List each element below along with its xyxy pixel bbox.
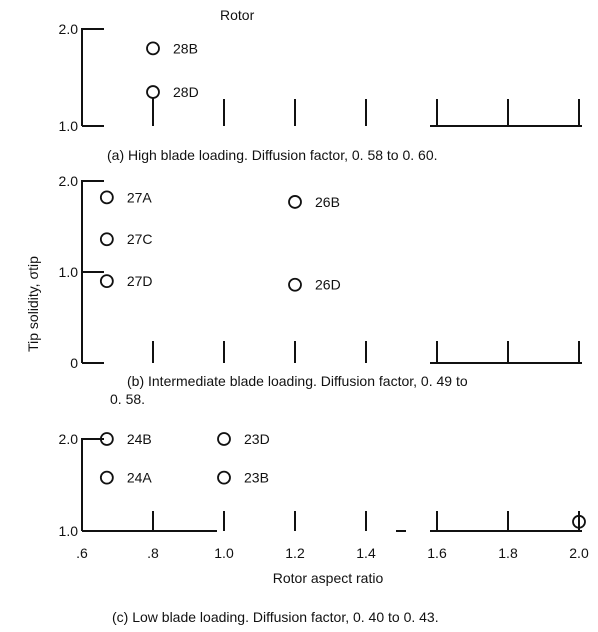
data-point-label: 27C <box>127 231 153 247</box>
x-tick-label: .8 <box>147 545 159 561</box>
x-tick-label: .6 <box>76 545 88 561</box>
data-point-label: 23B <box>244 470 269 486</box>
data-point-marker <box>288 277 302 292</box>
data-point-marker <box>99 274 114 289</box>
panel-0-y-axis <box>81 28 104 126</box>
data-point-marker <box>146 41 160 56</box>
data-point-label: 24A <box>127 470 153 486</box>
data-point-label: 24B <box>127 431 152 447</box>
data-point-label: 28D <box>173 84 199 100</box>
data-point-label: 26B <box>315 194 340 210</box>
data-point-marker <box>288 195 302 209</box>
panel-c: Rotor aspect ratio (c) Low blade loading… <box>112 570 439 625</box>
data-point-marker <box>99 190 114 205</box>
caption-c: (c) Low blade loading. Diffusion factor,… <box>112 609 439 625</box>
panel-a: Rotor (a) High blade loading. Diffusion … <box>107 7 438 163</box>
panel-2-y-axis <box>81 438 104 531</box>
x-tick-label: 1.6 <box>427 545 447 561</box>
data-point-label: 28B <box>173 40 198 56</box>
data-point-label: 27A <box>127 189 153 205</box>
data-point-label: 23D <box>244 431 270 447</box>
panel-1-y-tick-label: 1.0 <box>59 264 79 280</box>
panel-2-y-tick-label: 2.0 <box>59 431 79 447</box>
panel-1-y-tick-label: 2.0 <box>59 173 79 189</box>
data-point-marker <box>99 470 114 485</box>
caption-b-line2: 0. 58. <box>110 391 145 407</box>
x-axis-label: Rotor aspect ratio <box>273 570 384 586</box>
x-tick-label: 1.2 <box>285 545 305 561</box>
panel-2-y-tick-label: 1.0 <box>59 523 79 539</box>
data-point-marker <box>99 432 114 446</box>
panel-0-y-tick-label: 2.0 <box>59 21 79 37</box>
y-axis-label: Tip solidity, σtip <box>25 256 41 352</box>
panel-b: (b) Intermediate blade loading. Diffusio… <box>110 373 468 407</box>
data-point-label: 26D <box>315 277 341 293</box>
x-tick-label: 2.0 <box>569 545 589 561</box>
caption-a: (a) High blade loading. Diffusion factor… <box>107 147 438 163</box>
chart-marks: 1.0 2.0 28B 28D 0 1.0 2.0 27A 27C 27D 26B 26D 1.0 2.0… <box>59 21 589 561</box>
data-point-marker <box>217 470 231 485</box>
x-tick-label: 1.0 <box>214 545 234 561</box>
x-tick-label: 1.4 <box>356 545 376 561</box>
data-point-label: 27D <box>127 273 153 289</box>
data-point-marker <box>99 232 114 247</box>
x-tick-label: 1.8 <box>498 545 518 561</box>
data-point-marker <box>146 85 160 99</box>
panel-1-y-tick-label: 0 <box>70 355 78 371</box>
panel-1-y-axis <box>81 180 104 363</box>
caption-b-line1: (b) Intermediate blade loading. Diffusio… <box>127 373 468 389</box>
panel-0-y-tick-label: 1.0 <box>59 118 79 134</box>
legend-header-rotor: Rotor <box>220 7 255 23</box>
data-point-marker <box>217 432 231 446</box>
